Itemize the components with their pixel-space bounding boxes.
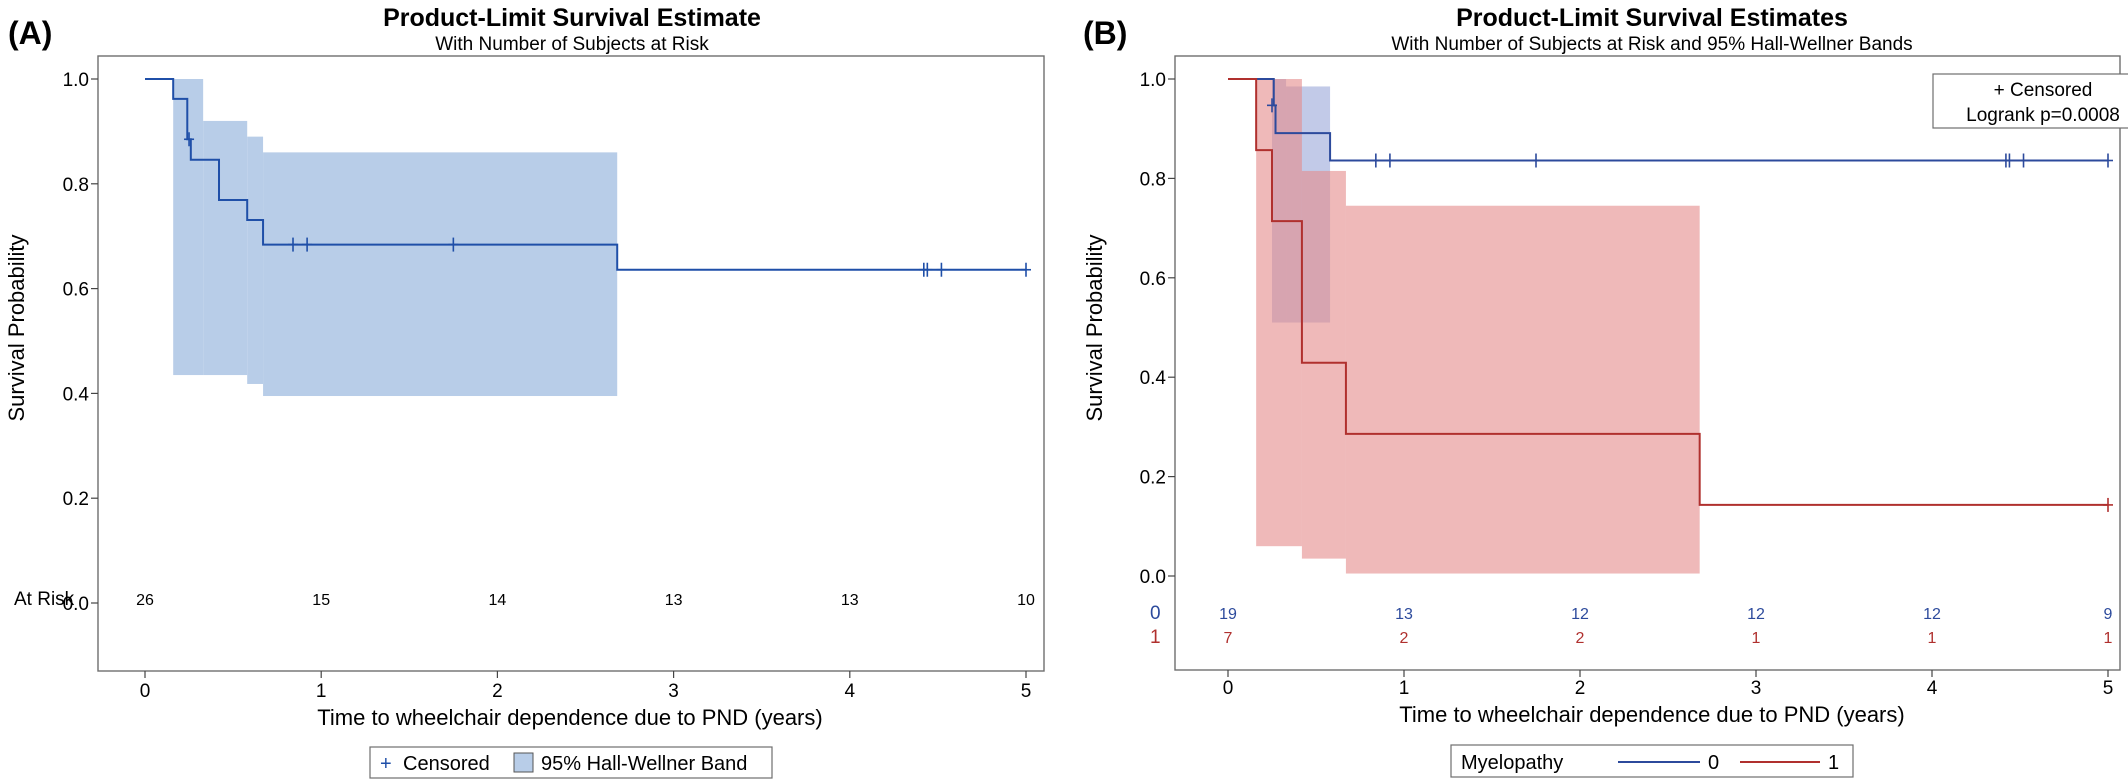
at-risk-count: 12 xyxy=(1923,606,1941,623)
panel-a-legend-censor-symbol: + xyxy=(380,753,392,775)
panel-b-legend: Myelopathy 0 1 xyxy=(1450,744,1854,778)
y-tick-label: 1.0 xyxy=(63,70,89,91)
at-risk-count: 13 xyxy=(665,592,683,609)
panel-a-legend-box xyxy=(369,746,773,779)
y-tick-label: 1.0 xyxy=(1140,70,1166,91)
panel-b-legend-label-1: 1 xyxy=(1828,752,1839,774)
panel-b: (B) Product-Limit Survival Estimates Wit… xyxy=(1082,4,2128,778)
panel-a-subtitle: With Number of Subjects at Risk xyxy=(435,34,709,55)
at-risk-count: 1 xyxy=(1752,630,1761,647)
y-tick-label: 0.2 xyxy=(63,489,89,510)
panel-a-plot-frame xyxy=(97,55,1045,672)
panel-b-at-risk-group-0-label: 0 xyxy=(1150,603,1161,624)
panel-b-plot-frame xyxy=(1174,55,2121,671)
y-tick-label: 0.0 xyxy=(63,594,89,615)
y-tick-label: 0.2 xyxy=(1140,468,1166,489)
x-tick-label: 4 xyxy=(845,681,856,702)
x-tick-label: 1 xyxy=(316,681,327,702)
survival-curve-0 xyxy=(145,78,1026,271)
at-risk-count: 13 xyxy=(1395,606,1413,623)
panel-b-y-axis-label: Survival Probability xyxy=(1082,234,1107,421)
at-risk-count: 1 xyxy=(1928,630,1937,647)
at-risk-count: 26 xyxy=(136,592,154,609)
x-tick-label: 5 xyxy=(1021,681,1032,702)
panel-b-subtitle: With Number of Subjects at Risk and 95% … xyxy=(1391,34,1912,55)
panel-a-label: (A) xyxy=(8,15,52,51)
panel-b-legend-title: Myelopathy xyxy=(1461,752,1563,774)
panel-b-label: (B) xyxy=(1083,15,1127,51)
panel-b-inset-box xyxy=(1932,73,2128,129)
x-tick-label: 4 xyxy=(1927,678,1938,699)
at-risk-count: 12 xyxy=(1747,606,1765,623)
x-tick-label: 3 xyxy=(668,681,679,702)
x-tick-label: 2 xyxy=(1575,678,1586,699)
confidence-band-segment xyxy=(247,136,264,384)
x-tick-label: 2 xyxy=(492,681,503,702)
y-tick-label: 0.8 xyxy=(63,175,89,196)
panel-b-inset: + Censored Logrank p=0.0008 xyxy=(1932,73,2128,129)
confidence-band-segment xyxy=(203,120,248,376)
panel-b-x-ticks: 0 1 2 3 4 5 xyxy=(1223,670,2114,699)
survival-curve-1 xyxy=(1228,78,2108,506)
confidence-band-segment xyxy=(1301,170,1346,559)
at-risk-count: 7 xyxy=(1224,630,1233,647)
panel-a-x-ticks: 0 1 2 3 4 5 xyxy=(140,671,1032,702)
panel-a-y-axis-label: Survival Probability xyxy=(4,234,29,421)
at-risk-count: 10 xyxy=(1017,592,1035,609)
confidence-band-segment xyxy=(1256,79,1302,547)
panel-b-x-axis-label: Time to wheelchair dependence due to PND… xyxy=(1399,702,1904,727)
at-risk-count: 2 xyxy=(1576,630,1585,647)
at-risk-count: 15 xyxy=(312,592,330,609)
y-tick-label: 0.6 xyxy=(63,280,89,301)
x-tick-label: 0 xyxy=(140,681,151,702)
y-tick-label: 0.4 xyxy=(63,384,90,405)
x-tick-label: 1 xyxy=(1399,678,1410,699)
at-risk-count: 12 xyxy=(1571,606,1589,623)
panel-a-legend-band-swatch xyxy=(513,752,534,773)
panel-a-survival-lines xyxy=(145,78,1026,271)
panel-a-title: Product-Limit Survival Estimate xyxy=(383,4,761,32)
panel-a-y-ticks: 0.0 0.2 0.4 0.6 0.8 1.0 xyxy=(63,70,98,615)
panel-a-x-axis-label: Time to wheelchair dependence due to PND… xyxy=(317,705,822,730)
panel-a-censor-marks xyxy=(184,132,1031,277)
panel-b-inset-logrank: Logrank p=0.0008 xyxy=(1966,105,2120,126)
y-tick-label: 0.6 xyxy=(1140,269,1166,290)
panel-a-legend: + Censored 95% Hall-Wellner Band xyxy=(369,746,773,779)
panel-b-censor-marks xyxy=(1267,98,2113,512)
x-tick-label: 0 xyxy=(1223,678,1234,699)
panel-b-at-risk-group-1-label: 1 xyxy=(1150,627,1161,648)
panel-b-legend-label-0: 0 xyxy=(1708,752,1719,774)
at-risk-count: 1 xyxy=(2104,630,2113,647)
at-risk-count: 9 xyxy=(2104,606,2113,623)
panel-a-at-risk-table: 26 15 14 13 13 10 xyxy=(136,592,1035,609)
panel-a: (A) Product-Limit Survival Estimate With… xyxy=(4,4,1045,779)
panel-a-at-risk-label: At Risk xyxy=(14,589,75,610)
panel-a-legend-band-label: 95% Hall-Wellner Band xyxy=(541,753,747,775)
x-tick-label: 3 xyxy=(1751,678,1762,699)
y-tick-label: 0.0 xyxy=(1140,567,1166,588)
at-risk-count: 13 xyxy=(841,592,859,609)
panel-a-bands xyxy=(173,79,618,397)
confidence-band-segment xyxy=(1345,205,1700,574)
y-tick-label: 0.8 xyxy=(1140,169,1166,190)
panel-b-inset-censored: + Censored xyxy=(1994,80,2093,101)
y-tick-label: 0.4 xyxy=(1140,368,1167,389)
panel-a-legend-censored-label: Censored xyxy=(403,753,490,775)
panel-b-title: Product-Limit Survival Estimates xyxy=(1456,4,1848,32)
panel-b-at-risk-table: 19 13 12 12 12 9 7 2 2 1 1 1 xyxy=(1219,606,2112,647)
at-risk-count: 14 xyxy=(489,592,507,609)
panel-b-survival-lines xyxy=(1228,78,2108,506)
x-tick-label: 5 xyxy=(2103,678,2114,699)
panel-b-bands xyxy=(1256,79,1700,574)
panel-b-y-ticks: 0.0 0.2 0.4 0.6 0.8 1.0 xyxy=(1140,70,1175,588)
survival-curve-0 xyxy=(1228,78,2108,162)
at-risk-count: 2 xyxy=(1400,630,1409,647)
confidence-band-segment xyxy=(263,152,618,397)
at-risk-count: 19 xyxy=(1219,606,1237,623)
